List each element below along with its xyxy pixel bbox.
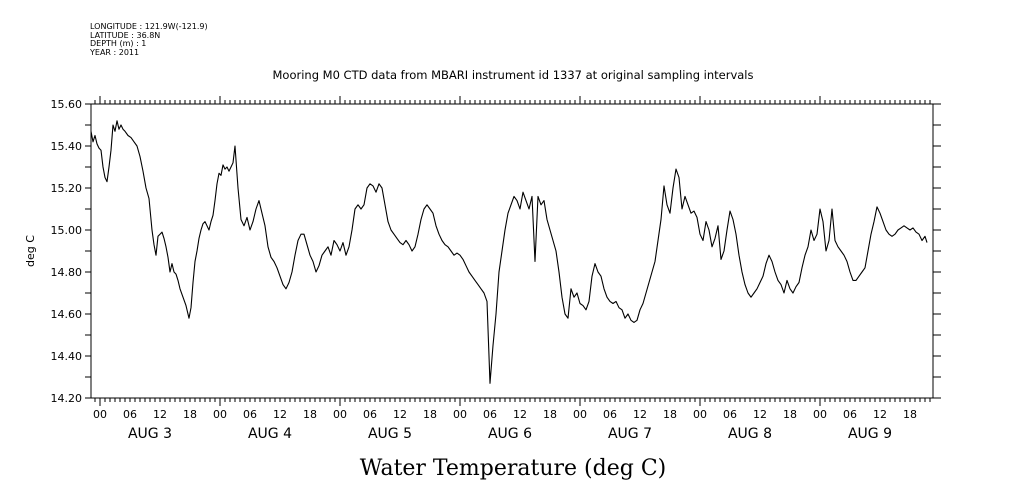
x-tick-label: 12	[633, 408, 647, 421]
x-tick-label: 12	[753, 408, 767, 421]
longitude-text: LONGITUDE : 121.9W(-121.9)	[90, 22, 208, 31]
chart-title: Mooring M0 CTD data from MBARI instrumen…	[273, 68, 754, 82]
x-tick-label: 12	[273, 408, 287, 421]
x-tick-label: 00	[573, 408, 587, 421]
axes: 14.20 14.40 14.60 14.80 15.00 15.20 15.40 15.60…	[51, 96, 941, 442]
y-tick-label: 15.00	[51, 224, 83, 237]
x-tick-label: 18	[183, 408, 197, 421]
x-tick-label: 00	[453, 408, 467, 421]
x-tick-label: 18	[663, 408, 677, 421]
x-day-label: AUG 8	[728, 426, 772, 442]
x-tick-label: 00	[213, 408, 227, 421]
temperature-series-line	[90, 120, 928, 384]
y-tick-label: 15.60	[51, 98, 83, 111]
x-tick-label: 00	[333, 408, 347, 421]
x-tick-label: 06	[723, 408, 737, 421]
x-tick-label: 18	[783, 408, 797, 421]
y-tick-label: 14.80	[51, 266, 83, 279]
y-tick-label: 14.40	[51, 350, 83, 363]
x-tick-label: 18	[543, 408, 557, 421]
series-group	[90, 120, 928, 384]
x-tick-label: 18	[903, 408, 917, 421]
x-tick-label: 00	[93, 408, 107, 421]
x-tick-label: 06	[243, 408, 257, 421]
x-day-label: AUG 9	[848, 426, 892, 442]
x-tick-label: 00	[693, 408, 707, 421]
x-day-label: AUG 5	[368, 426, 412, 442]
depth-text: DEPTH (m) : 1	[90, 39, 147, 48]
x-axis-title: Water Temperature (deg C)	[360, 456, 667, 481]
y-tick-label: 15.40	[51, 140, 83, 153]
x-tick-label: 06	[483, 408, 497, 421]
x-tick-label: 06	[843, 408, 857, 421]
x-tick-label: 12	[393, 408, 407, 421]
x-day-label: AUG 4	[248, 426, 292, 442]
y-tick-label: 15.20	[51, 182, 83, 195]
x-tick-label: 12	[153, 408, 167, 421]
x-day-label: AUG 7	[608, 426, 652, 442]
x-tick-label: 12	[513, 408, 527, 421]
metadata-block: LONGITUDE : 121.9W(-121.9) LATITUDE : 36…	[90, 22, 208, 57]
x-tick-label: 12	[873, 408, 887, 421]
x-tick-label: 18	[423, 408, 437, 421]
y-axis-label: deg C	[24, 235, 37, 267]
x-tick-label: 06	[603, 408, 617, 421]
year-text: YEAR : 2011	[90, 47, 140, 57]
x-tick-label: 00	[813, 408, 827, 421]
x-tick-label: 18	[303, 408, 317, 421]
y-tick-label: 14.20	[51, 392, 83, 405]
latitude-text: LATITUDE : 36.8N	[90, 30, 161, 40]
x-day-label: AUG 3	[128, 426, 172, 442]
x-tick-label: 06	[123, 408, 137, 421]
x-tick-label: 06	[363, 408, 377, 421]
x-day-label: AUG 6	[488, 426, 532, 442]
y-tick-label: 14.60	[51, 308, 83, 321]
